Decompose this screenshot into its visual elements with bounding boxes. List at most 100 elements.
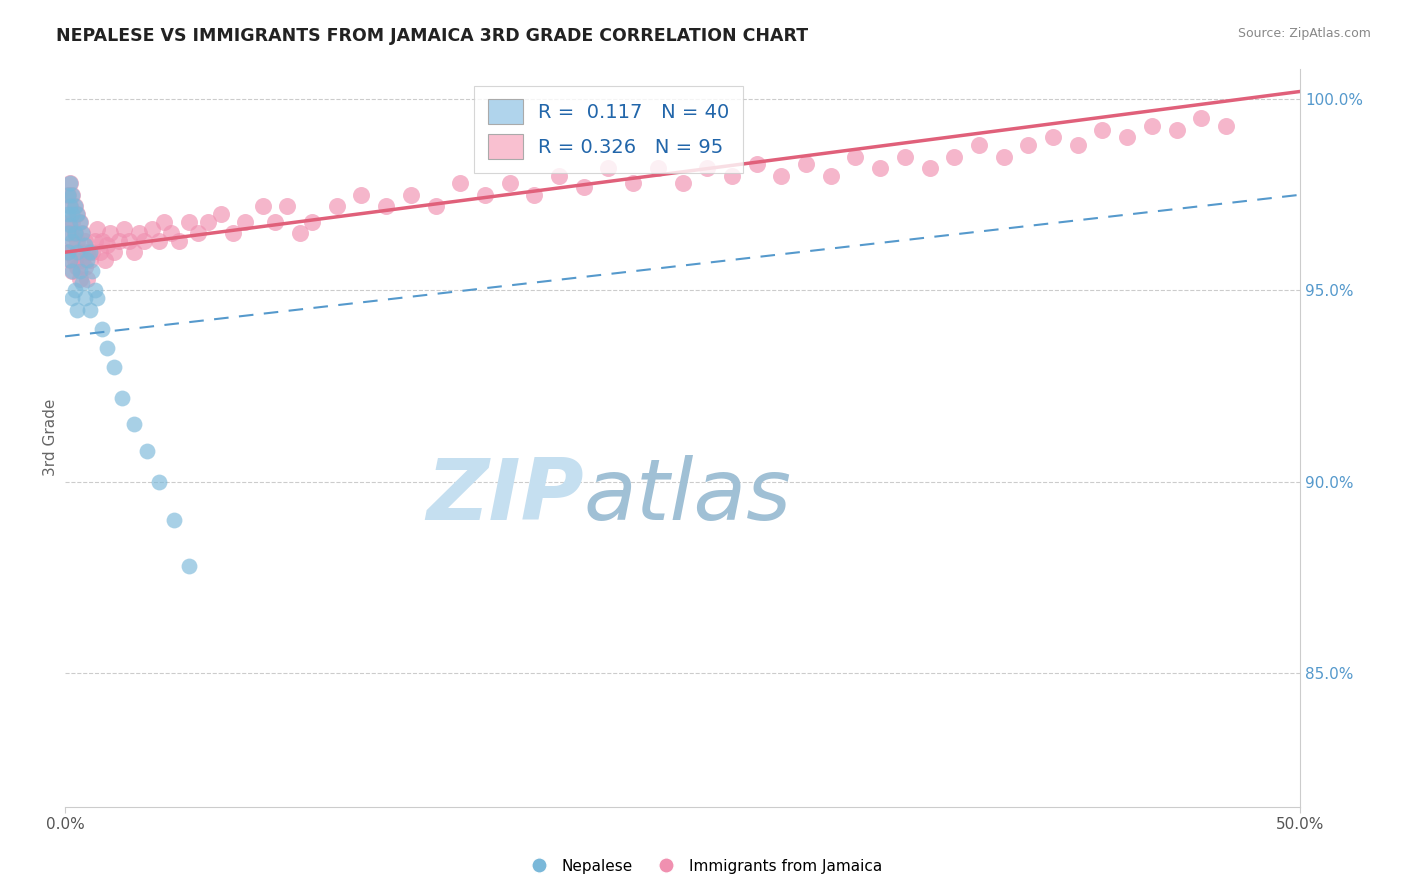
Point [222,226,245,240]
Point [122,245,145,260]
Point [69,214,91,228]
Point [1116,130,1139,145]
Point [103,359,125,374]
Point [918,161,941,175]
Point [56,214,79,228]
Point [59,199,82,213]
Point [103,245,125,260]
Point [474,187,496,202]
Point [86,222,108,236]
Point [425,199,447,213]
Point [794,157,817,171]
Point [56,226,79,240]
Point [135,444,157,458]
Point [721,169,744,183]
Point [187,226,209,240]
Point [1067,138,1090,153]
Point [523,187,546,202]
Point [72,226,94,240]
Point [89,245,111,260]
Text: ZIP: ZIP [426,455,583,539]
Point [73,237,96,252]
Point [56,245,79,260]
Point [83,284,105,298]
Point [82,245,104,260]
Point [350,187,373,202]
Point [167,234,190,248]
Point [62,291,84,305]
Point [399,187,422,202]
Y-axis label: 3rd Grade: 3rd Grade [44,399,58,476]
Point [1140,119,1163,133]
Point [820,169,842,183]
Point [264,214,287,228]
Point [111,391,134,405]
Point [1215,119,1237,133]
Point [59,252,82,267]
Point [844,149,866,163]
Text: NEPALESE VS IMMIGRANTS FROM JAMAICA 3RD GRADE CORRELATION CHART: NEPALESE VS IMMIGRANTS FROM JAMAICA 3RD … [56,27,808,45]
Point [498,177,520,191]
Point [108,234,131,248]
Point [66,245,89,260]
Point [59,226,82,240]
Point [69,264,91,278]
Point [62,214,84,228]
Point [1042,130,1064,145]
Point [598,161,620,175]
Point [63,226,86,240]
Point [91,322,114,336]
Point [66,207,89,221]
Point [56,187,79,202]
Point [696,161,718,175]
Legend: R =  0.117   N = 40, R = 0.326   N = 95: R = 0.117 N = 40, R = 0.326 N = 95 [474,86,742,172]
Point [76,245,98,260]
Point [63,199,86,213]
Point [62,207,84,221]
Point [69,245,91,260]
Point [993,149,1015,163]
Point [79,252,101,267]
Point [572,180,595,194]
Point [141,222,163,236]
Point [93,252,115,267]
Point [66,207,89,221]
Point [86,291,108,305]
Point [671,177,693,191]
Point [62,264,84,278]
Point [943,149,966,163]
Point [177,558,200,573]
Point [59,199,82,213]
Point [132,234,155,248]
Point [69,214,91,228]
Point [197,214,219,228]
Point [72,276,94,290]
Point [79,302,101,317]
Point [66,260,89,275]
Point [1091,122,1114,136]
Point [1189,112,1212,126]
Text: atlas: atlas [583,455,792,539]
Point [66,234,89,248]
Point [73,234,96,248]
Point [62,237,84,252]
Point [63,252,86,267]
Point [56,207,79,221]
Point [76,252,98,267]
Point [326,199,349,213]
Point [112,222,135,236]
Point [59,252,82,267]
Point [59,177,82,191]
Point [148,234,170,248]
Point [96,341,118,355]
Point [160,226,183,240]
Text: Source: ZipAtlas.com: Source: ZipAtlas.com [1237,27,1371,40]
Point [1166,122,1188,136]
Point [235,214,257,228]
Point [163,513,186,527]
Point [301,214,323,228]
Point [62,264,84,278]
Point [869,161,891,175]
Point [73,260,96,275]
Point [967,138,990,153]
